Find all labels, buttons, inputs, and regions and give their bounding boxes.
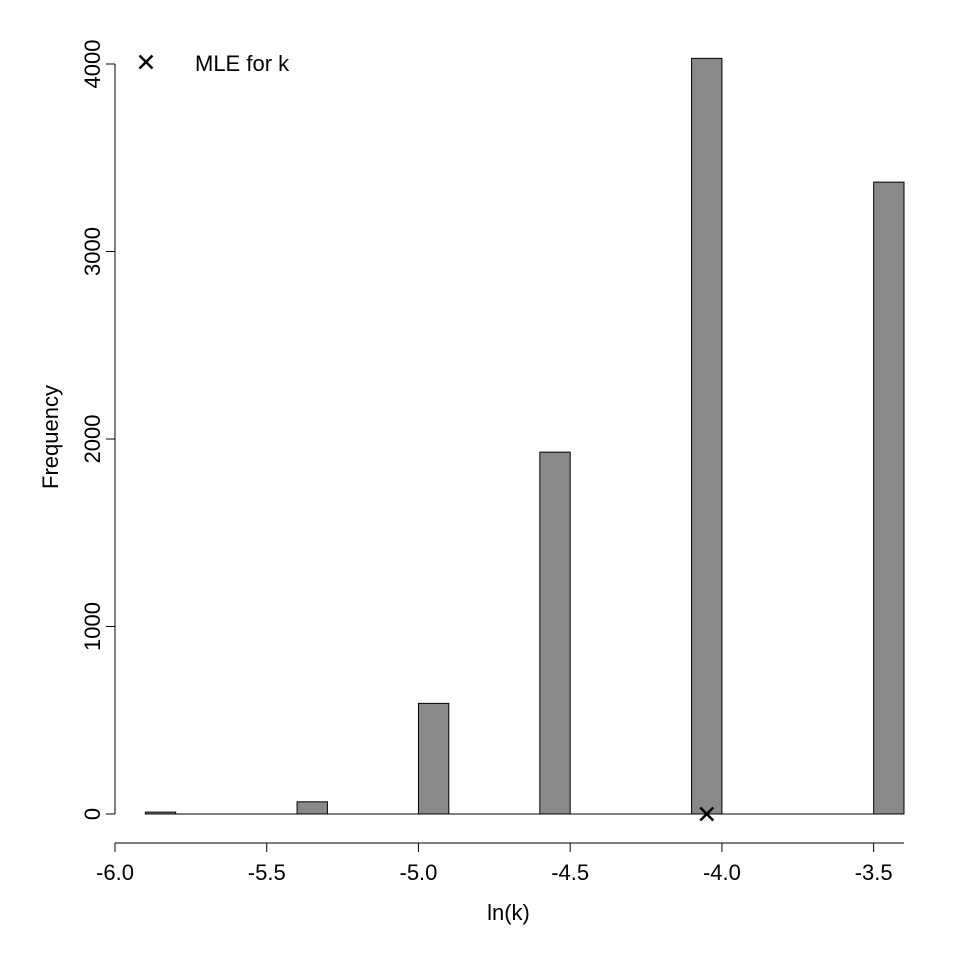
legend: MLE for k	[138, 51, 290, 76]
x-tick-label: -6.0	[96, 860, 134, 885]
legend-x-symbol	[138, 54, 154, 70]
y-axis-label: Frequency	[38, 385, 63, 489]
y-tick-label: 4000	[80, 40, 105, 89]
y-tick-label: 1000	[80, 602, 105, 651]
bar-4	[691, 57, 723, 815]
x-tick-label: -5.5	[248, 860, 286, 885]
bar-1	[296, 801, 328, 815]
x-tick-label: -5.0	[400, 860, 438, 885]
mle-x-marker-stroke-b	[699, 806, 715, 822]
mle-marker	[699, 806, 715, 822]
bars-group	[144, 57, 905, 815]
y-tick-label: 2000	[80, 415, 105, 464]
x-tick-label: -3.5	[855, 860, 893, 885]
bar-3	[539, 451, 571, 815]
x-tick-label: -4.0	[703, 860, 741, 885]
x-tick-label: -4.5	[551, 860, 589, 885]
y-axis: 0 1000 2000 3000 4000	[80, 40, 116, 820]
y-tick-label: 3000	[80, 227, 105, 276]
x-axis: -6.0 -5.5 -5.0 -4.5 -4.0 -3.5	[96, 842, 904, 885]
bar-2	[417, 702, 450, 815]
legend-label: MLE for k	[195, 51, 290, 76]
legend-x-stroke-b	[138, 54, 154, 70]
x-axis-label: ln(k)	[487, 900, 530, 925]
y-tick-label: 0	[80, 808, 105, 820]
bar-5	[873, 181, 905, 815]
